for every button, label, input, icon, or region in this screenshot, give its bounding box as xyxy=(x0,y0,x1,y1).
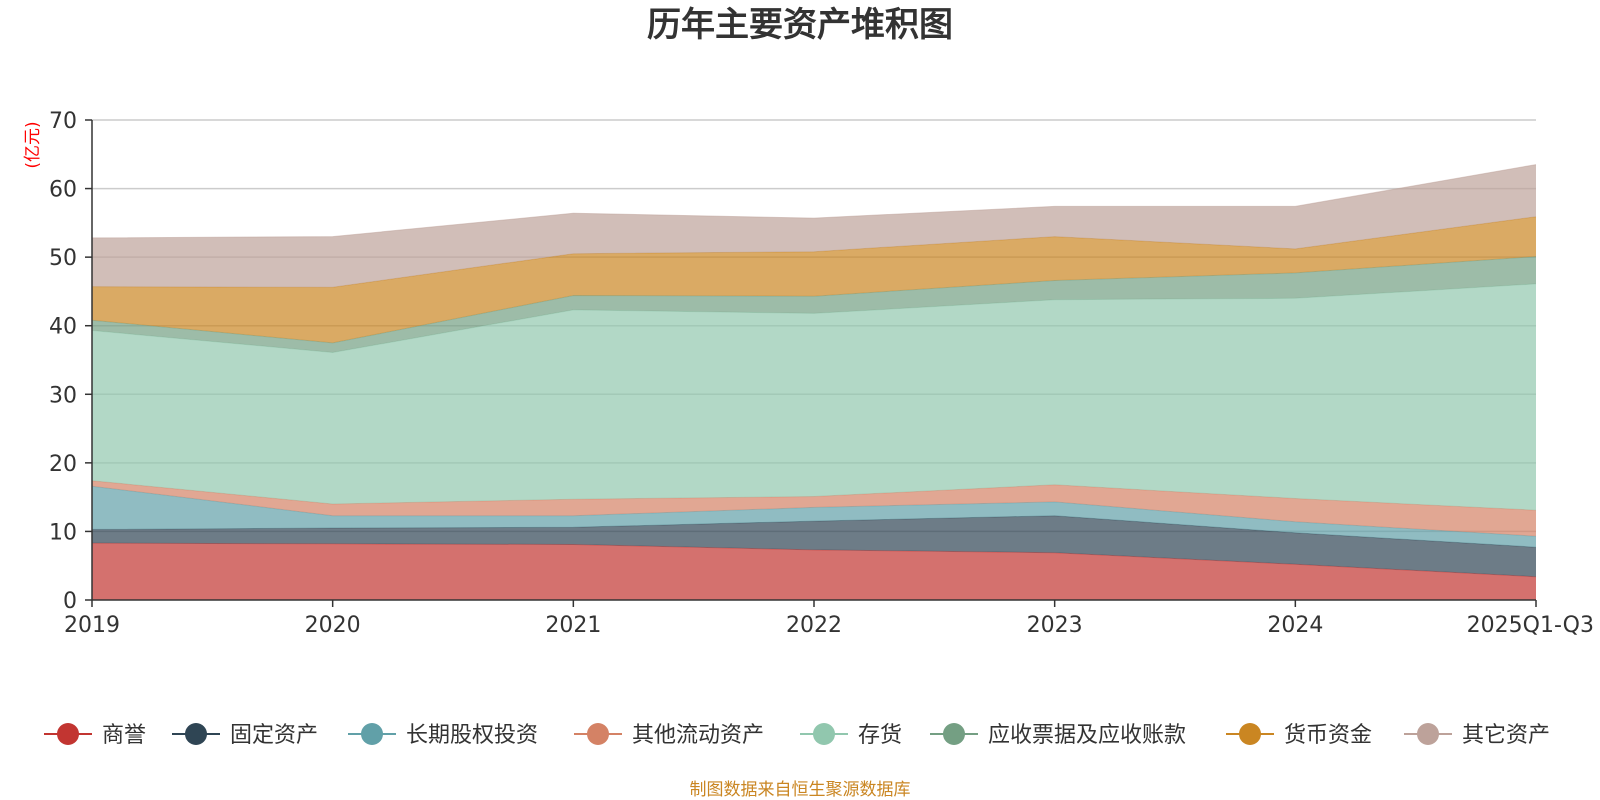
x-tick-label: 2021 xyxy=(545,613,601,638)
legend-item[interactable]: 货币资金 xyxy=(1226,723,1372,748)
area-series-2 xyxy=(92,515,1536,577)
area-series-6 xyxy=(92,256,1536,353)
y-tick-label: 10 xyxy=(49,520,77,545)
legend-item[interactable]: 其他流动资产 xyxy=(574,723,764,748)
legend-item[interactable]: 存货 xyxy=(800,723,902,748)
legend-circle-icon xyxy=(57,723,79,745)
legend-circle-icon xyxy=(185,723,207,745)
legend-item[interactable]: 长期股权投资 xyxy=(348,723,538,748)
y-tick-label: 20 xyxy=(49,452,77,477)
y-tick-label: 60 xyxy=(49,178,77,203)
legend[interactable]: 商誉 固定资产 长期股权投资 其他流动资产 存货 应收票据及应收账款 货币资金 其它资产 xyxy=(44,723,1550,748)
y-tick-label: 0 xyxy=(63,589,77,614)
legend-label: 货币资金 xyxy=(1284,723,1372,748)
legend-label: 应收票据及应收账款 xyxy=(988,723,1186,748)
area-series-3 xyxy=(92,486,1536,548)
x-tick-label: 2024 xyxy=(1267,613,1323,638)
legend-circle-icon xyxy=(813,723,835,745)
y-tick-label: 50 xyxy=(49,246,77,271)
legend-item[interactable]: 其它资产 xyxy=(1404,723,1550,748)
legend-label: 其他流动资产 xyxy=(632,723,764,748)
legend-label: 存货 xyxy=(858,723,902,748)
area-series-4 xyxy=(92,480,1536,537)
legend-circle-icon xyxy=(1239,723,1261,745)
legend-label: 长期股权投资 xyxy=(406,723,538,748)
chart-title: 历年主要资产堆积图 xyxy=(647,5,953,45)
legend-item[interactable]: 应收票据及应收账款 xyxy=(930,723,1186,748)
x-tick-label: 2019 xyxy=(64,613,120,638)
x-tick-label: 2022 xyxy=(786,613,842,638)
legend-label: 商誉 xyxy=(102,723,146,748)
area-series-top-line xyxy=(91,164,1537,239)
y-tick-label: 70 xyxy=(49,109,77,134)
y-tick-label: 30 xyxy=(49,383,77,408)
area-series-5 xyxy=(92,283,1536,511)
legend-item[interactable]: 商誉 xyxy=(44,723,146,748)
legend-circle-icon xyxy=(1417,723,1439,745)
x-tick-label: 2020 xyxy=(305,613,361,638)
y-axis-label: (亿元) xyxy=(23,121,43,168)
area-series-layer xyxy=(91,164,1537,600)
area-series-1 xyxy=(92,543,1536,600)
area-series-7 xyxy=(92,216,1536,343)
axes: 0 10 20 30 40 50 60 70 2019 2020 2021 2022 2023 2024 2… xyxy=(49,109,1594,638)
area-series-8 xyxy=(92,164,1536,288)
source-note: 制图数据来自恒生聚源数据库 xyxy=(690,780,911,800)
legend-item[interactable]: 固定资产 xyxy=(172,723,318,748)
legend-circle-icon xyxy=(361,723,383,745)
legend-circle-icon xyxy=(943,723,965,745)
legend-label: 其它资产 xyxy=(1462,723,1550,748)
legend-circle-icon xyxy=(587,723,609,745)
y-tick-label: 40 xyxy=(49,315,77,340)
legend-label: 固定资产 xyxy=(230,723,318,748)
x-tick-label: 2025Q1-Q3 xyxy=(1467,613,1594,638)
x-tick-label: 2023 xyxy=(1027,613,1083,638)
